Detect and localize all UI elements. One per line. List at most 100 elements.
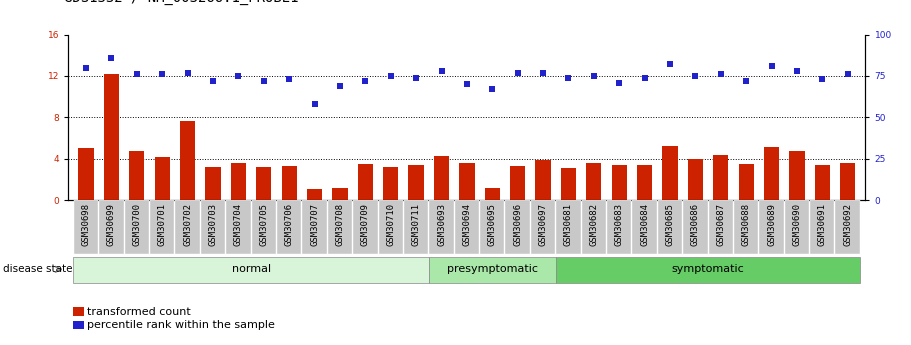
- Bar: [455, 200, 479, 254]
- Text: disease state: disease state: [3, 264, 72, 274]
- Text: GSM30691: GSM30691: [818, 203, 827, 246]
- Text: normal: normal: [231, 264, 271, 274]
- Bar: [536, 160, 550, 200]
- Bar: [835, 200, 860, 254]
- Text: GSM30689: GSM30689: [767, 203, 776, 246]
- Text: GSM30682: GSM30682: [589, 203, 599, 246]
- Text: GSM30684: GSM30684: [640, 203, 650, 246]
- Text: GSM30697: GSM30697: [538, 203, 548, 246]
- Point: [662, 61, 677, 67]
- Bar: [531, 200, 555, 254]
- Bar: [662, 146, 678, 200]
- Text: GSM30703: GSM30703: [209, 203, 218, 246]
- Point: [358, 78, 373, 83]
- Bar: [637, 165, 652, 200]
- Bar: [789, 151, 804, 200]
- Bar: [632, 200, 657, 254]
- Point: [739, 78, 753, 83]
- Bar: [200, 200, 225, 254]
- Bar: [205, 167, 220, 200]
- Point: [435, 68, 449, 74]
- Bar: [556, 257, 860, 283]
- Bar: [510, 166, 526, 200]
- Text: GSM30693: GSM30693: [437, 203, 446, 246]
- Bar: [434, 156, 449, 200]
- Point: [815, 77, 830, 82]
- Bar: [784, 200, 809, 254]
- Point: [257, 78, 271, 83]
- Point: [79, 65, 94, 70]
- Bar: [226, 200, 251, 254]
- Bar: [485, 188, 500, 200]
- Bar: [125, 200, 149, 254]
- Bar: [129, 151, 145, 200]
- Text: GSM30706: GSM30706: [284, 203, 293, 246]
- Point: [104, 55, 118, 60]
- Bar: [150, 200, 174, 254]
- Text: GSM30700: GSM30700: [132, 203, 141, 246]
- Bar: [333, 188, 348, 200]
- Text: GSM30698: GSM30698: [82, 203, 90, 246]
- Text: percentile rank within the sample: percentile rank within the sample: [87, 321, 275, 330]
- Point: [384, 73, 398, 79]
- Bar: [408, 165, 424, 200]
- Point: [536, 70, 550, 75]
- Bar: [459, 163, 475, 200]
- Bar: [709, 200, 733, 254]
- Bar: [104, 74, 119, 200]
- Text: GDS1332 / NM_003266.1_PROBE1: GDS1332 / NM_003266.1_PROBE1: [64, 0, 298, 5]
- Bar: [810, 200, 834, 254]
- Text: GSM30699: GSM30699: [107, 203, 116, 246]
- Bar: [429, 200, 454, 254]
- Point: [688, 73, 702, 79]
- Bar: [611, 165, 627, 200]
- Text: GSM30696: GSM30696: [513, 203, 522, 246]
- Point: [129, 71, 144, 77]
- Text: transformed count: transformed count: [87, 307, 191, 316]
- Text: GSM30687: GSM30687: [716, 203, 725, 246]
- Text: GSM30709: GSM30709: [361, 203, 370, 246]
- Text: GSM30705: GSM30705: [260, 203, 269, 246]
- Point: [764, 63, 779, 69]
- Text: GSM30692: GSM30692: [844, 203, 852, 246]
- Point: [459, 81, 474, 87]
- Text: GSM30711: GSM30711: [412, 203, 421, 246]
- Bar: [557, 200, 580, 254]
- Bar: [155, 157, 169, 200]
- Point: [840, 71, 855, 77]
- Point: [281, 77, 296, 82]
- Point: [307, 101, 322, 107]
- Bar: [230, 163, 246, 200]
- Bar: [74, 200, 98, 254]
- Point: [333, 83, 347, 89]
- Point: [180, 70, 195, 75]
- Bar: [73, 307, 84, 316]
- Text: GSM30708: GSM30708: [335, 203, 344, 246]
- Text: GSM30707: GSM30707: [310, 203, 319, 246]
- Bar: [281, 166, 297, 200]
- Point: [713, 71, 728, 77]
- Bar: [688, 159, 703, 200]
- Bar: [73, 321, 84, 329]
- Bar: [607, 200, 631, 254]
- Bar: [739, 164, 753, 200]
- Point: [561, 75, 576, 80]
- Bar: [814, 165, 830, 200]
- Text: GSM30685: GSM30685: [665, 203, 674, 246]
- Bar: [480, 200, 505, 254]
- Point: [790, 68, 804, 74]
- Point: [409, 75, 424, 80]
- Point: [612, 80, 627, 85]
- Text: GSM30710: GSM30710: [386, 203, 395, 246]
- Bar: [358, 164, 373, 200]
- Text: GSM30681: GSM30681: [564, 203, 573, 246]
- Bar: [180, 121, 195, 200]
- Bar: [74, 257, 429, 283]
- Text: GSM30704: GSM30704: [234, 203, 243, 246]
- Text: GSM30694: GSM30694: [463, 203, 471, 246]
- Point: [485, 86, 499, 92]
- Bar: [429, 257, 556, 283]
- Text: GSM30686: GSM30686: [691, 203, 700, 246]
- Bar: [506, 200, 530, 254]
- Text: GSM30702: GSM30702: [183, 203, 192, 246]
